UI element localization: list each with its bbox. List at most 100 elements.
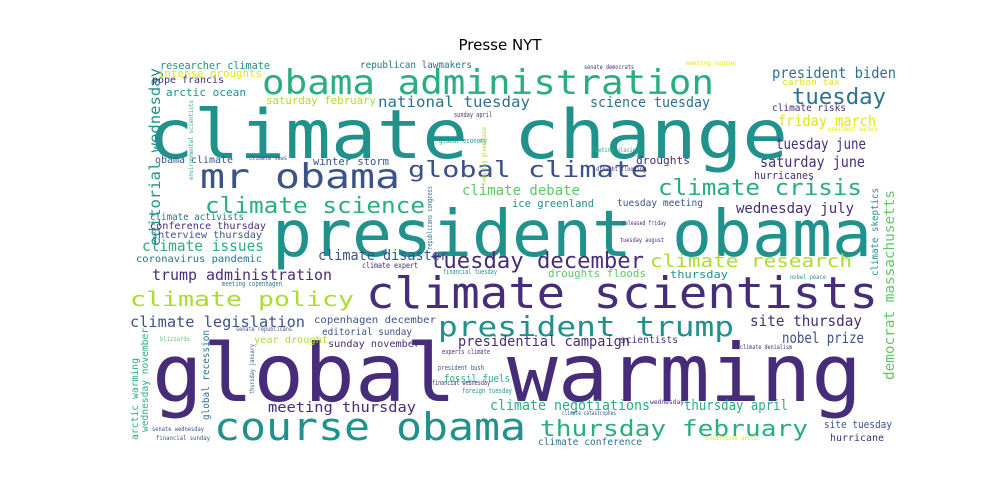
- word-editorial-sunday: editorial sunday: [322, 327, 412, 338]
- word-nobel-peace: nobel peace: [790, 274, 826, 281]
- word-climate-policy: climate policy: [130, 287, 354, 311]
- word-hurricanes: hurricanes: [754, 169, 814, 182]
- word-intense-droughts: intense droughts: [158, 67, 262, 80]
- word-wednesday-november: wednesday november: [140, 328, 151, 432]
- word-senate-wednesday: senate wednesday: [152, 426, 204, 433]
- word-winter-storm: winter storm: [313, 155, 389, 168]
- word-financial-wednesday: financial wednesday: [432, 379, 490, 387]
- word-senate-republicans: senate republicans: [236, 326, 292, 333]
- word-climate-denialism: climate denialism: [740, 344, 792, 351]
- word-droughts: droughts: [636, 154, 690, 167]
- word-thursday-february: thursday february: [540, 417, 808, 442]
- word-coronavirus-pandemic: coronavirus pandemic: [136, 254, 262, 265]
- word-republicans-congress: republicans congress: [426, 186, 434, 250]
- word-republican-lawmakers: republican lawmakers: [360, 60, 472, 71]
- word-trump-administration: trump administration: [152, 266, 332, 284]
- word-president-barack: president barack: [828, 126, 878, 133]
- word-released-friday: released friday: [622, 220, 666, 227]
- word-drought-flooding: drought flooding: [596, 166, 646, 173]
- word-climate-debate: climate debate: [462, 183, 580, 199]
- word-mr-obama: mr obama: [200, 157, 400, 197]
- word-climate-negotiations: climate negotiations: [490, 398, 650, 414]
- word-thursday-april: thursday april: [684, 398, 788, 414]
- word-president-bush: president bush: [438, 364, 484, 372]
- word-site-thursday: site thursday: [750, 312, 862, 330]
- word-tuesday-june: tuesday june: [776, 135, 866, 153]
- word-hurricane: hurricane: [830, 433, 884, 444]
- word-climate-risks: climate risks: [772, 103, 846, 114]
- word-climate-crisis: climate crisis: [658, 176, 862, 201]
- word-president-trump: president trump: [438, 310, 734, 343]
- word-climate-expert: climate expert: [362, 261, 418, 270]
- chart-title: Presse NYT: [458, 36, 542, 54]
- word-environmental-scientists: environmental scientists: [188, 100, 195, 180]
- word-tuesday: tuesday: [792, 85, 886, 110]
- word-course-obama: course obama: [214, 405, 526, 449]
- word-financial-sunday: financial sunday: [156, 435, 210, 442]
- word-tuesday-meeting: tuesday meeting: [617, 198, 703, 209]
- word-thursday: thursday: [670, 268, 728, 281]
- word-carbon-tax: carbon tax: [782, 78, 841, 88]
- word-foreign-tuesday: foreign tuesday: [462, 387, 512, 395]
- word-sunday-april: sunday april: [454, 111, 492, 119]
- word-president-biden: president biden: [772, 64, 896, 82]
- word-climate-change: climate change: [148, 96, 788, 175]
- word-fossil-fuels: fossil fuels: [444, 372, 510, 385]
- word-arctic-ocean: arctic ocean: [166, 86, 246, 99]
- word-climate-conference: climate conference: [538, 437, 642, 448]
- word-wednesday: wednesday: [650, 399, 684, 406]
- word-climate-catastrophes: climate catastrophes: [562, 410, 616, 417]
- word-interview-thursday: interview thursday: [152, 230, 262, 241]
- word-year-drought: year drought: [254, 335, 328, 346]
- word-global-recession: global recession: [201, 330, 212, 420]
- word-climate-news: climate news: [249, 155, 287, 162]
- word-climate-research: climate research: [650, 251, 852, 272]
- word-global-climate: global climate: [408, 158, 648, 183]
- word-site-tuesday: site tuesday: [824, 418, 892, 431]
- word-global-warming: global warming: [152, 327, 862, 420]
- word-climate-legislation: climate legislation: [130, 313, 305, 331]
- word-meeting-glaciers: meeting glaciers: [592, 147, 642, 154]
- word-president-obama: president obama: [272, 198, 872, 272]
- word-droughts-floods: droughts floods: [548, 267, 646, 280]
- word-conditions-arctic: conditions arctic: [706, 435, 760, 442]
- word-tuesday-august: tuesday august: [620, 237, 664, 244]
- word-meeting-thursday: meeting thursday: [268, 400, 416, 416]
- word-editorial-wednesday: editorial wednesday: [146, 68, 164, 246]
- word-tuesday-december: tuesday december: [430, 249, 644, 274]
- word-obama-administration: obama administration: [262, 63, 714, 103]
- word-climate-scientists: climate scientists: [366, 268, 878, 319]
- word-obama-climate: obama climate: [155, 155, 233, 166]
- word-saturday-june: saturday june: [760, 153, 865, 171]
- word-pope-francis: pope francis: [152, 75, 224, 86]
- word-meeting-copenhagen: meeting copenhagen: [222, 280, 282, 288]
- word-climate-issues: climate issues: [142, 237, 264, 255]
- word-reducing-greenhouse: reducing greenhouse: [481, 127, 488, 185]
- word-science-tuesday: science tuesday: [590, 95, 710, 111]
- word-researcher-climate: researcher climate: [160, 59, 270, 72]
- word-copenhagen-december: copenhagen december: [314, 315, 436, 326]
- word-climate-activists: climate activists: [150, 212, 244, 223]
- word-arctic-warming: arctic warming: [130, 358, 141, 440]
- word-meeting-sunday: meeting sunday: [686, 60, 736, 67]
- word-blizzards: blizzards: [160, 336, 190, 343]
- word-wednesday-july: wednesday july: [736, 201, 854, 217]
- word-global-economy: global economy: [439, 137, 487, 145]
- word-conference-thursday: conference thursday: [150, 221, 266, 232]
- word-thursday-january: thursday january: [249, 344, 256, 394]
- word-presidential-campaign: presidential campaign: [458, 334, 630, 350]
- word-climate-science: climate science: [205, 194, 425, 219]
- word-climate-skeptics: climate skeptics: [870, 188, 881, 276]
- word-senate-democrats: senate democrats: [584, 64, 634, 71]
- word-saturday-february: saturday february: [266, 94, 376, 107]
- word-national-tuesday: national tuesday: [378, 93, 530, 111]
- word-democrat-massachusetts: democrat massachusetts: [882, 190, 898, 380]
- word-friday-march: friday march: [778, 112, 876, 130]
- word-financial-tuesday: financial tuesday: [443, 268, 497, 276]
- word-experts-climate: experts climate: [442, 348, 490, 356]
- word-nobel-prize: nobel prize: [782, 329, 864, 347]
- word-ice-greenland: ice greenland: [512, 197, 594, 210]
- word-sunday-november: sunday november: [328, 339, 420, 350]
